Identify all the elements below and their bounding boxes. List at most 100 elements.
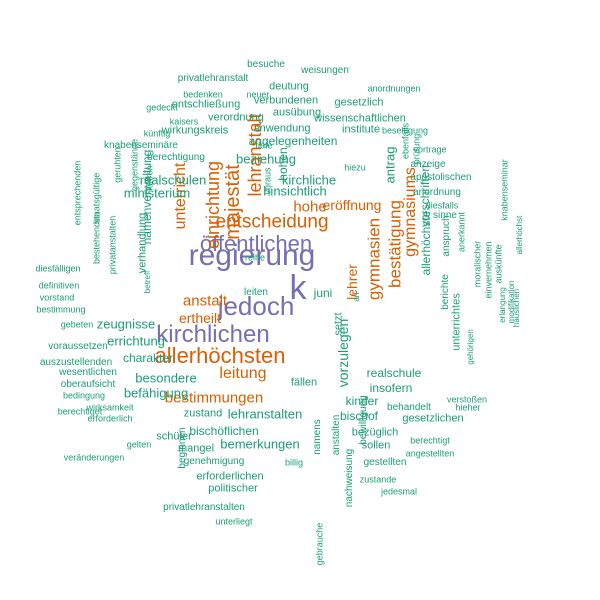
cloud-word: wesentlichen [59, 367, 117, 378]
cloud-word: mangel [177, 442, 215, 455]
cloud-word: gegenstände [129, 138, 140, 192]
cloud-word: veränderungen [63, 452, 125, 463]
cloud-word: oberaufsicht [60, 379, 116, 390]
cloud-word: kinder [345, 394, 379, 408]
cloud-word: leiten [244, 287, 268, 298]
cloud-word: weisungen [301, 65, 349, 76]
cloud-word: auszustellenden [39, 357, 113, 368]
cloud-word: anstalt [182, 292, 228, 310]
cloud-word: berechtigt [410, 435, 450, 446]
cloud-word: verstoßen [446, 394, 488, 405]
cloud-word: gebrauche [314, 522, 325, 566]
cloud-word: verhandlung [136, 212, 149, 274]
cloud-word: geruhten [112, 147, 123, 183]
cloud-word: ausübung [272, 106, 322, 119]
cloud-word: gelten [126, 439, 152, 450]
cloud-word: eröffnung [322, 197, 382, 213]
cloud-word: realschule [366, 366, 422, 380]
cloud-word: befähigung [123, 385, 189, 401]
cloud-word: allerhöchste [419, 210, 433, 276]
cloud-word: öffentlichen [199, 231, 313, 256]
cloud-word: besuche [247, 59, 285, 70]
cloud-word: realschulen [139, 172, 207, 188]
cloud-word: jedesmal [380, 486, 418, 497]
cloud-word: kirchliche [281, 172, 337, 188]
cloud-word: voraussetzen [48, 341, 108, 352]
cloud-word: errichtung [107, 333, 165, 349]
cloud-word: häuslichen [512, 288, 521, 328]
cloud-word: beziehung [236, 151, 296, 167]
cloud-word: vorstand [39, 292, 75, 303]
cloud-word: erforderlich [87, 413, 133, 424]
cloud-word: anwendung [253, 122, 311, 135]
cloud-word: bischöflichen [189, 424, 259, 438]
cloud-word: hohe [293, 198, 327, 216]
cloud-word: definitiven [38, 280, 80, 291]
cloud-word: antrag [382, 146, 398, 184]
cloud-word: lehranstalten [227, 406, 303, 422]
cloud-word: berichte [440, 274, 451, 310]
cloud-word: bewilligung [358, 395, 369, 445]
cloud-word: berechtiget [57, 406, 103, 417]
cloud-word: diesfälligen [35, 263, 81, 274]
cloud-word: fällen [290, 376, 318, 389]
cloud-word: berechtigung [147, 152, 205, 163]
cloud-word: schüler [156, 430, 192, 443]
cloud-word: einrichtung [203, 160, 223, 250]
cloud-word: hieher [455, 402, 481, 413]
cloud-word: hiezu [344, 162, 366, 173]
cloud-word: sinne [433, 210, 457, 221]
cloud-word: allerhöchsten [154, 343, 286, 368]
cloud-word: bestehenden [91, 211, 102, 265]
cloud-word: zustande [359, 474, 397, 485]
cloud-word: einvernehmen [483, 241, 494, 299]
cloud-word: namens [312, 419, 323, 455]
cloud-word: deutung [269, 80, 309, 93]
cloud-word: bezüglich [351, 426, 399, 439]
cloud-word: vorzulegen [335, 318, 351, 388]
cloud-word: gesetzlich [334, 96, 384, 109]
cloud-word: anzeige [410, 159, 446, 170]
cloud-word: entschließung [171, 98, 241, 111]
cloud-word: reihe [244, 252, 266, 263]
cloud-word: verordnung [208, 111, 264, 124]
cloud-word: privatlehranstalten [163, 502, 245, 513]
cloud-word: leitung [219, 365, 267, 382]
cloud-word: charakter [122, 351, 174, 365]
cloud-word: ebenfalls [400, 122, 411, 160]
cloud-word: anspruch [441, 215, 452, 257]
cloud-word: kaisers [169, 116, 199, 127]
cloud-word: vortrage [413, 144, 447, 155]
cloud-word: billig [284, 457, 304, 468]
cloud-word: hohen [276, 147, 290, 181]
cloud-word: moralischer [472, 240, 483, 288]
cloud-word: entscheidung [215, 211, 329, 233]
cloud-word: künftig [143, 128, 171, 139]
cloud-word: anstalten [331, 414, 342, 456]
cloud-word: politischer [208, 482, 258, 495]
cloud-word: auskünfte [493, 244, 504, 284]
cloud-word: bedingung [62, 390, 106, 401]
cloud-word: allerhöchst [515, 215, 524, 255]
cloud-word: ertheilt [178, 310, 222, 326]
cloud-word: erlangung [498, 287, 507, 323]
cloud-word: anordnungen [367, 83, 421, 94]
cloud-word: wirkungskreis [161, 124, 229, 137]
cloud-word: gestellten [363, 457, 407, 468]
cloud-word: tiefe [255, 140, 273, 151]
cloud-word: voraus [262, 167, 273, 195]
cloud-word: sollen [361, 439, 391, 452]
cloud-word: besondere [135, 370, 197, 386]
cloud-word: privatanstalten [107, 215, 118, 275]
cloud-word: apostolischen [410, 172, 472, 183]
cloud-word: gebeten [60, 319, 94, 330]
cloud-word: juni [313, 286, 333, 300]
cloud-word: bemerkungen [220, 436, 300, 452]
cloud-word: beseitigung [381, 125, 429, 136]
cloud-word: zeugnisse [96, 316, 156, 332]
cloud-word: genehmigung [183, 456, 245, 467]
cloud-word: hinsichtlich [263, 183, 327, 199]
cloud-word: gedeckt [146, 102, 178, 113]
cloud-word: knabenseminäre [104, 140, 178, 151]
